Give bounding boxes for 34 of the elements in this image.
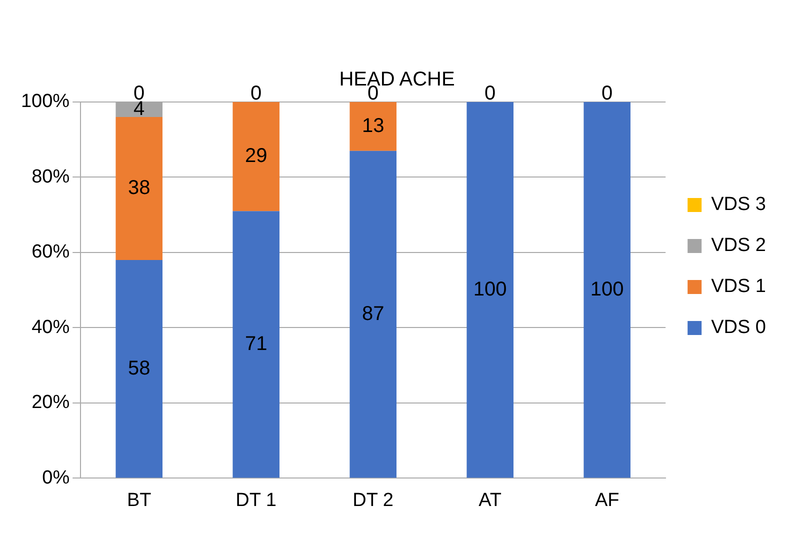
bar bbox=[350, 150, 396, 478]
y-tick-label: 0% bbox=[42, 467, 70, 488]
y-tick-label: 40% bbox=[32, 316, 70, 338]
y-tick-label: 100% bbox=[20, 91, 70, 112]
data-label: 100 bbox=[590, 278, 624, 300]
bar bbox=[232, 102, 280, 212]
bar bbox=[116, 260, 162, 478]
legend-label: VDS 0 bbox=[711, 317, 766, 338]
x-tick-label: BT bbox=[126, 490, 152, 511]
data-label: 0 bbox=[250, 82, 262, 105]
data-label: 38 bbox=[128, 177, 150, 200]
data-label: 0 bbox=[602, 82, 613, 105]
data-label: 100 bbox=[473, 278, 507, 300]
x-tick-label: AT bbox=[478, 490, 502, 511]
y-tick-label: 60% bbox=[32, 242, 70, 263]
data-label: 0 bbox=[484, 82, 496, 105]
x-tick-label: DT 1 bbox=[236, 490, 277, 511]
bar bbox=[116, 117, 162, 260]
legend-label: VDS 3 bbox=[711, 194, 766, 216]
legend-label: VDS 1 bbox=[711, 276, 766, 298]
y-tick-label: 20% bbox=[32, 392, 70, 414]
legend-label: VDS 2 bbox=[711, 235, 766, 256]
bar bbox=[466, 102, 514, 478]
x-tick-label: DT 2 bbox=[352, 490, 394, 511]
data-label: 87 bbox=[362, 302, 384, 325]
bar bbox=[232, 211, 280, 478]
data-label: 13 bbox=[362, 114, 384, 137]
data-label: 71 bbox=[244, 332, 268, 355]
data-label: 29 bbox=[244, 145, 268, 168]
bar bbox=[584, 102, 630, 478]
x-tick-label: AF bbox=[594, 490, 620, 511]
data-label: 58 bbox=[128, 357, 150, 380]
bar bbox=[350, 102, 396, 151]
y-tick-label: 80% bbox=[32, 166, 70, 188]
